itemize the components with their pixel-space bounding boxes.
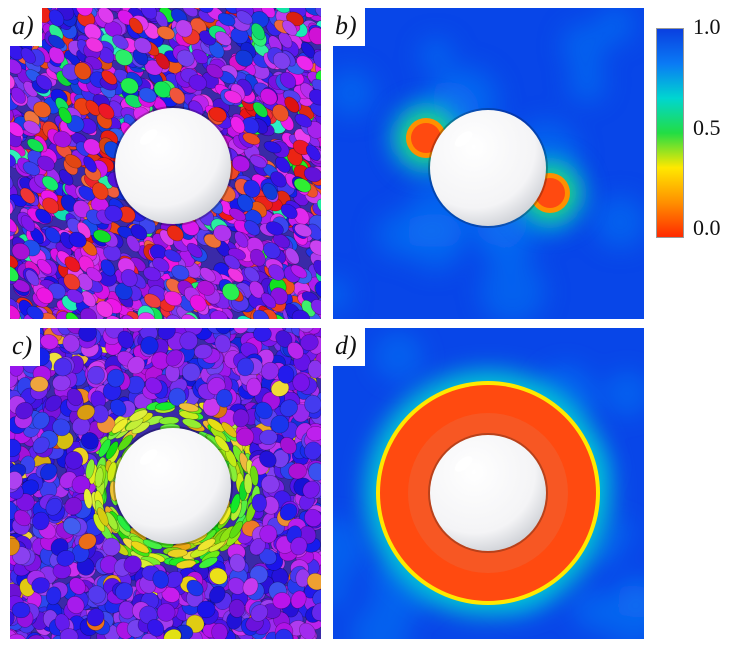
colloid-sphere [430, 110, 546, 226]
panel-label-c: c) [10, 328, 41, 366]
particle-layer [10, 8, 321, 319]
colorbar [656, 28, 684, 238]
particle-snapshot-a [10, 8, 321, 319]
panel-a-particle-snapshot: a) [10, 8, 321, 319]
colorbar-tick-max: 1.0 [693, 14, 721, 39]
colorbar-tick-mid: 0.5 [693, 115, 721, 140]
colorbar-tick-min: 0.0 [693, 215, 721, 240]
colloid-sphere [430, 435, 546, 551]
order-field-d [333, 328, 644, 639]
panel-label-a: a) [10, 8, 42, 46]
panel-label-b: b) [333, 8, 365, 46]
particle-snapshot-c [10, 328, 321, 639]
colloid-sphere [115, 428, 231, 544]
particle-layer [10, 328, 321, 639]
panel-d-order-field: d) [333, 328, 644, 639]
panel-c-particle-snapshot: c) [10, 328, 321, 639]
panel-label-d: d) [333, 328, 365, 366]
colloid-sphere [115, 108, 231, 224]
order-field-b [333, 8, 644, 319]
panel-b-order-field: b) [333, 8, 644, 319]
